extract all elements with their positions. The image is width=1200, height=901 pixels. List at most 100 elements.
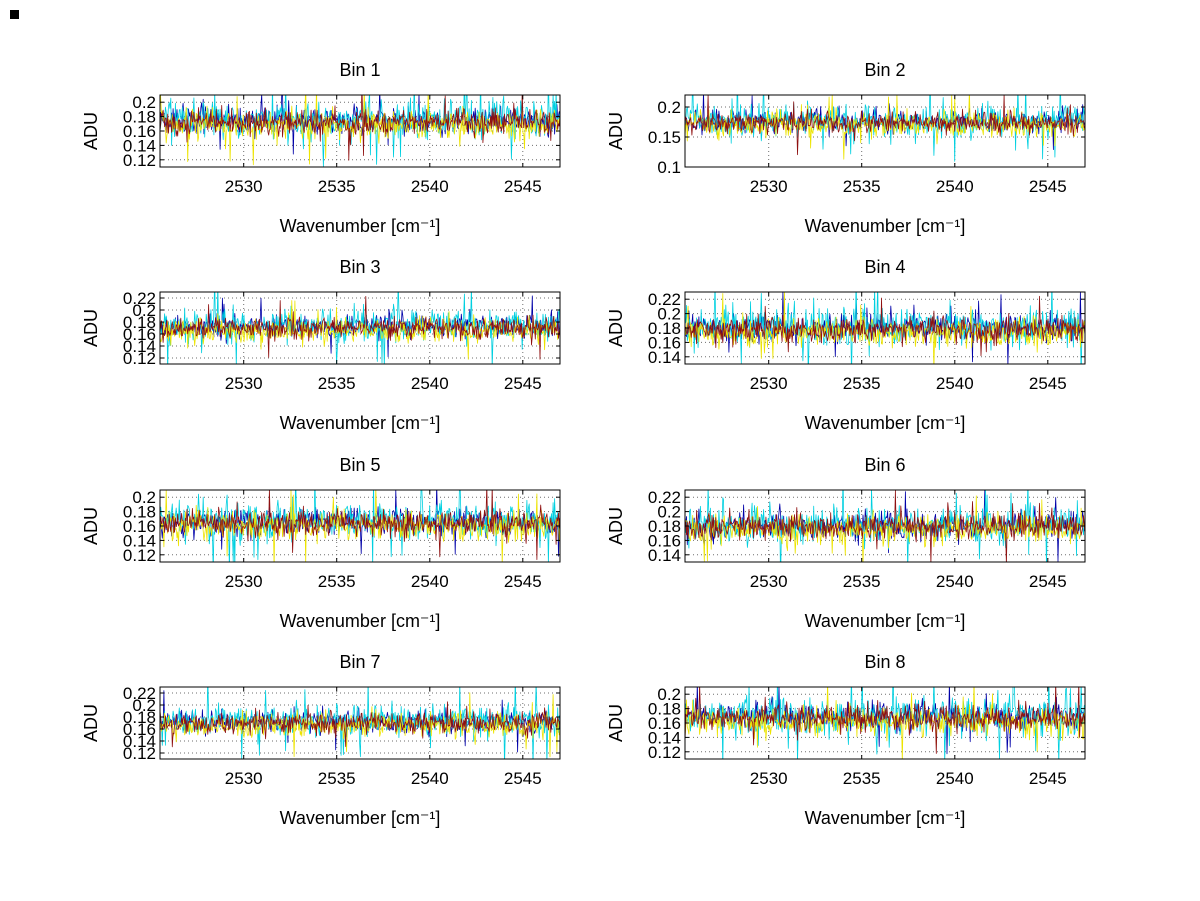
x-axis-label: Wavenumber [cm⁻¹]	[279, 413, 441, 433]
subplot-bin-5: Bin 5 ADU 2530 2535 2540 2545 0.12 0.14 0.16 0.…	[60, 454, 595, 639]
svg-text:0.16: 0.16	[648, 333, 681, 352]
plot-title: Bin 4	[864, 257, 906, 277]
svg-text:0.2: 0.2	[657, 98, 681, 117]
svg-text:0.12: 0.12	[123, 151, 156, 170]
svg-text:0.16: 0.16	[648, 714, 681, 733]
plot-title: Bin 1	[339, 60, 381, 80]
svg-text:0.16: 0.16	[123, 122, 156, 141]
subplot-bin-4: Bin 4 ADU 2530 2535 2540 2545 0.14 0.16 0.18 0.…	[585, 256, 1120, 441]
svg-text:0.2: 0.2	[132, 488, 156, 507]
svg-text:2535: 2535	[318, 177, 356, 196]
x-axis-label: Wavenumber [cm⁻¹]	[804, 611, 966, 631]
svg-text:0.14: 0.14	[648, 728, 681, 747]
svg-text:0.16: 0.16	[123, 517, 156, 536]
plot-title: Bin 2	[864, 60, 906, 80]
plot-canvas: 2530 2535 2540 2545 0.1 0.15 0.2	[648, 94, 1086, 196]
svg-text:2530: 2530	[225, 177, 263, 196]
plot-canvas: 2530 2535 2540 2545 0.140.160.180.20.22	[648, 290, 1086, 393]
svg-text:2535: 2535	[843, 769, 881, 788]
svg-text:2545: 2545	[1029, 572, 1067, 591]
svg-text:0.16: 0.16	[123, 325, 156, 344]
svg-text:0.2: 0.2	[132, 93, 156, 112]
svg-text:2540: 2540	[411, 769, 449, 788]
svg-text:0.2: 0.2	[657, 305, 681, 324]
x-axis-label: Wavenumber [cm⁻¹]	[804, 413, 966, 433]
svg-text:0.14: 0.14	[648, 348, 681, 367]
plot-canvas: 2530 2535 2540 2545 0.120.140.160.180.20.22	[123, 289, 561, 393]
subplot-bin-6: Bin 6 ADU 2530 2535 2540 2545 0.14 0.16 0.18 0.…	[585, 454, 1120, 639]
svg-text:0.12: 0.12	[123, 546, 156, 565]
svg-text:0.18: 0.18	[123, 503, 156, 522]
svg-text:0.22: 0.22	[648, 488, 681, 507]
svg-text:0.12: 0.12	[123, 744, 156, 763]
svg-text:0.22: 0.22	[123, 289, 156, 308]
svg-text:2540: 2540	[411, 374, 449, 393]
plot-title: Bin 5	[339, 455, 381, 475]
plot-title: Bin 8	[864, 652, 906, 672]
svg-text:0.22: 0.22	[123, 684, 156, 703]
x-axis-label: Wavenumber [cm⁻¹]	[279, 216, 441, 236]
svg-text:0.16: 0.16	[123, 720, 156, 739]
x-axis-label: Wavenumber [cm⁻¹]	[804, 808, 966, 828]
plot-title: Bin 6	[864, 455, 906, 475]
svg-text:2545: 2545	[504, 572, 542, 591]
subplot-bin-8: Bin 8 ADU 2530 2535 2540 2545 0.12 0.14 0.16 0.…	[585, 651, 1120, 836]
svg-text:2545: 2545	[1029, 769, 1067, 788]
plot-title: Bin 3	[339, 257, 381, 277]
svg-text:0.14: 0.14	[123, 337, 156, 356]
svg-text:2540: 2540	[936, 769, 974, 788]
svg-text:0.12: 0.12	[123, 349, 156, 368]
plot-canvas: 2530 2535 2540 2545 0.140.160.180.20.22	[648, 488, 1086, 591]
x-axis-label: Wavenumber [cm⁻¹]	[279, 611, 441, 631]
svg-text:2530: 2530	[750, 769, 788, 788]
svg-text:2545: 2545	[504, 374, 542, 393]
svg-text:2535: 2535	[843, 177, 881, 196]
svg-text:0.1: 0.1	[657, 158, 681, 177]
svg-text:0.18: 0.18	[123, 313, 156, 332]
svg-text:0.2: 0.2	[657, 685, 681, 704]
svg-text:0.15: 0.15	[648, 128, 681, 147]
svg-text:0.18: 0.18	[123, 108, 156, 127]
svg-text:0.22: 0.22	[648, 290, 681, 309]
svg-text:2545: 2545	[1029, 374, 1067, 393]
svg-text:2530: 2530	[750, 572, 788, 591]
svg-text:0.16: 0.16	[648, 531, 681, 550]
plot-title: Bin 7	[339, 652, 381, 672]
svg-text:0.18: 0.18	[648, 319, 681, 338]
svg-text:2545: 2545	[504, 177, 542, 196]
svg-text:2545: 2545	[504, 769, 542, 788]
subplot-bin-3: Bin 3 ADU 2530 2535 2540 2545 0.12 0.14 0.16 0.…	[60, 256, 595, 441]
svg-text:0.2: 0.2	[132, 696, 156, 715]
svg-text:2545: 2545	[1029, 177, 1067, 196]
svg-text:2530: 2530	[225, 769, 263, 788]
svg-text:2535: 2535	[318, 572, 356, 591]
svg-text:2530: 2530	[750, 374, 788, 393]
svg-text:2540: 2540	[411, 572, 449, 591]
x-axis-label: Wavenumber [cm⁻¹]	[804, 216, 966, 236]
svg-text:0.2: 0.2	[657, 503, 681, 522]
svg-text:0.12: 0.12	[648, 743, 681, 762]
subplot-bin-7: Bin 7 ADU 2530 2535 2540 2545 0.12 0.14 0.16 0.…	[60, 651, 595, 836]
figure-corner-mark	[10, 10, 19, 19]
svg-text:0.18: 0.18	[123, 708, 156, 727]
subplot-bin-1: Bin 1 ADU 2530 2535 2540 2545 0.12 0.14 0.16 0.…	[60, 59, 595, 244]
svg-text:0.18: 0.18	[648, 700, 681, 719]
svg-text:0.14: 0.14	[123, 732, 156, 751]
svg-text:0.14: 0.14	[123, 531, 156, 550]
svg-text:2535: 2535	[843, 572, 881, 591]
svg-text:2540: 2540	[936, 572, 974, 591]
plot-canvas: 2530 2535 2540 2545 0.120.140.160.180.2	[123, 93, 561, 196]
svg-text:2540: 2540	[411, 177, 449, 196]
svg-text:2530: 2530	[750, 177, 788, 196]
plot-canvas: 2530 2535 2540 2545 0.120.140.160.180.2	[123, 488, 561, 591]
svg-text:2535: 2535	[843, 374, 881, 393]
plot-canvas: 2530 2535 2540 2545 0.120.140.160.180.20.22	[123, 684, 561, 788]
svg-text:2530: 2530	[225, 374, 263, 393]
svg-text:0.14: 0.14	[123, 136, 156, 155]
svg-text:2530: 2530	[225, 572, 263, 591]
plot-canvas: 2530 2535 2540 2545 0.120.140.160.180.2	[648, 685, 1086, 788]
svg-text:2535: 2535	[318, 374, 356, 393]
svg-text:0.14: 0.14	[648, 546, 681, 565]
subplot-bin-2: Bin 2 ADU 2530 2535 2540 2545 0.1 0.15 0.2 Wav…	[585, 59, 1120, 244]
